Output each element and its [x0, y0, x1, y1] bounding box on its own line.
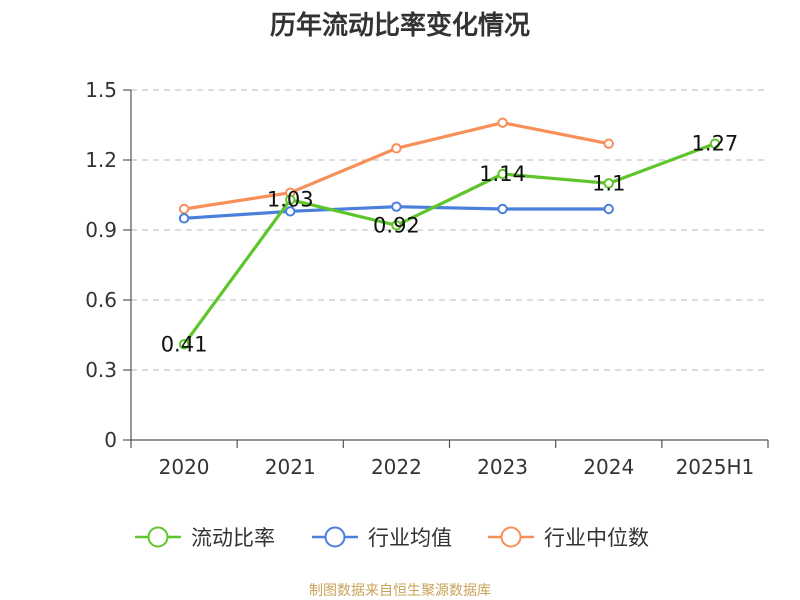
data-label: 0.92: [373, 213, 420, 237]
data-point: [391, 220, 402, 231]
grid-layer: [131, 89, 768, 371]
legend-marker: [500, 526, 522, 548]
data-point: [285, 194, 296, 205]
data-label: 1.14: [479, 162, 526, 186]
legend-label: 行业均值: [368, 526, 452, 550]
legend-item: 行业中位数: [488, 526, 649, 550]
source-note: 制图数据来自恒生聚源数据库: [309, 583, 491, 599]
series-layer: [178, 117, 721, 350]
x-tick-label: 2022: [371, 455, 422, 479]
y-tick-label: 0: [104, 428, 117, 452]
data-point: [497, 117, 508, 128]
legend-label: 流动比率: [191, 526, 275, 550]
data-label: 0.41: [161, 332, 208, 356]
y-tick-label: 1.5: [85, 78, 117, 102]
data-point: [285, 206, 296, 217]
y-tick-label: 0.9: [85, 218, 117, 242]
x-tick-label: 2021: [265, 455, 316, 479]
label-layer: 0.41 1.03 0.92 1.14 1.1 1.27: [161, 132, 739, 357]
legend-label: 行业中位数: [544, 526, 649, 550]
data-point: [391, 201, 402, 212]
legend-item: 流动比率: [135, 526, 275, 550]
data-point: [178, 339, 190, 350]
x-tick-label: 2025H1: [676, 455, 755, 479]
data-label: 1.03: [267, 188, 314, 212]
y-tick-label: 0.6: [85, 288, 117, 312]
series-line: [182, 142, 717, 346]
legend: 流动比率 行业均值 行业中位数: [135, 526, 649, 550]
data-point: [497, 203, 508, 215]
y-tick-label: 0.3: [85, 358, 117, 382]
x-tick-label: 2020: [159, 455, 210, 479]
data-point: [497, 168, 508, 180]
data-point: [178, 213, 190, 224]
data-point: [603, 203, 614, 215]
chart-title: 历年流动比率变化情况: [270, 10, 530, 41]
data-point: [391, 143, 402, 154]
data-point: [709, 138, 721, 149]
data-point: [178, 203, 190, 215]
legend-marker: [147, 526, 169, 548]
data-point: [603, 178, 614, 189]
data-point: [603, 138, 614, 149]
x-tick-label: 2024: [583, 455, 634, 479]
x-tick-label: 2023: [477, 455, 528, 479]
y-tick-label: 1.2: [85, 148, 117, 172]
legend-marker: [324, 526, 346, 548]
data-label: 1.1: [592, 171, 625, 195]
legend-item: 行业均值: [312, 526, 452, 550]
data-label: 1.27: [692, 132, 739, 156]
axis-layer: 0 0.3 0.6 0.9 1.2 1.5 2020 2021 2022 2023 2024 2025…: [85, 78, 769, 479]
series-line: [182, 121, 611, 211]
